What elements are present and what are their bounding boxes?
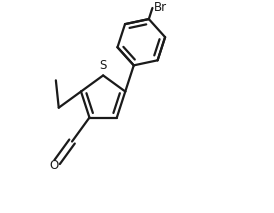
- Text: O: O: [50, 159, 59, 172]
- Text: S: S: [99, 59, 107, 72]
- Text: Br: Br: [153, 1, 167, 14]
